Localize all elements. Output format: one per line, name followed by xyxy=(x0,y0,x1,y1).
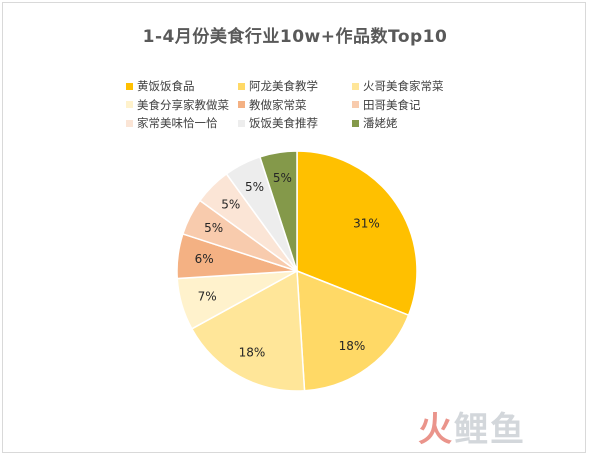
legend-swatch xyxy=(126,82,133,90)
legend-item-jiaozuo: 教做家常菜 xyxy=(238,97,352,113)
legend-label: 阿龙美食教学 xyxy=(249,79,318,94)
legend: 黄饭饭食品 阿龙美食教学 火哥美食家常菜 美食分享家教做菜 教做家常菜 田哥美食… xyxy=(126,77,466,133)
legend-label: 田哥美食记 xyxy=(363,97,421,112)
legend-item-huangfanfan: 黄饭饭食品 xyxy=(126,78,238,94)
legend-label: 教做家常菜 xyxy=(249,97,307,112)
watermark-logo: 火鲤鱼 xyxy=(418,402,526,451)
legend-label: 美食分享家教做菜 xyxy=(137,97,229,112)
legend-row: 美食分享家教做菜 教做家常菜 田哥美食记 xyxy=(126,96,466,115)
slice-data-label: 5% xyxy=(221,197,240,211)
legend-swatch xyxy=(126,119,133,127)
watermark-rest: 鲤鱼 xyxy=(454,410,526,450)
legend-row: 家常美味恰一恰 饭饭美食推荐 潘姥姥 xyxy=(126,114,466,133)
legend-label: 家常美味恰一恰 xyxy=(137,116,218,131)
chart-title: 1-4月份美食行业10w+作品数Top10 xyxy=(142,27,448,47)
legend-label: 黄饭饭食品 xyxy=(137,79,195,94)
slice-data-label: 5% xyxy=(273,171,292,185)
legend-item-fanfan: 饭饭美食推荐 xyxy=(238,115,352,131)
legend-item-jiachang: 家常美味恰一恰 xyxy=(126,115,238,131)
legend-swatch xyxy=(352,119,359,127)
legend-swatch xyxy=(126,101,133,109)
pie-slice xyxy=(258,150,298,272)
legend-label: 潘姥姥 xyxy=(363,116,398,131)
slice-data-label: 5% xyxy=(245,180,264,194)
legend-swatch xyxy=(352,82,359,90)
pie-slice xyxy=(190,269,306,392)
legend-item-along: 阿龙美食教学 xyxy=(238,78,352,94)
slice-data-label: 18% xyxy=(339,339,366,353)
slice-data-label: 7% xyxy=(198,290,217,304)
pie-slice xyxy=(296,150,418,317)
slice-data-label: 6% xyxy=(195,252,214,266)
slice-data-label: 18% xyxy=(239,346,266,360)
slice-data-label: 5% xyxy=(204,221,223,235)
legend-swatch xyxy=(238,119,245,127)
watermark-first: 火 xyxy=(418,410,454,450)
pie-slice xyxy=(296,269,410,392)
legend-label: 火哥美食家常菜 xyxy=(363,79,444,94)
legend-row: 黄饭饭食品 阿龙美食教学 火哥美食家常菜 xyxy=(126,77,466,96)
legend-swatch xyxy=(238,82,245,90)
legend-item-meishifenxiang: 美食分享家教做菜 xyxy=(126,97,238,113)
legend-item-panlaolao: 潘姥姥 xyxy=(352,115,398,131)
slice-data-label: 31% xyxy=(353,216,380,230)
legend-item-huoge: 火哥美食家常菜 xyxy=(352,78,444,94)
legend-item-tiange: 田哥美食记 xyxy=(352,97,421,113)
legend-label: 饭饭美食推荐 xyxy=(249,116,318,131)
legend-swatch xyxy=(352,101,359,109)
legend-swatch xyxy=(238,101,245,109)
